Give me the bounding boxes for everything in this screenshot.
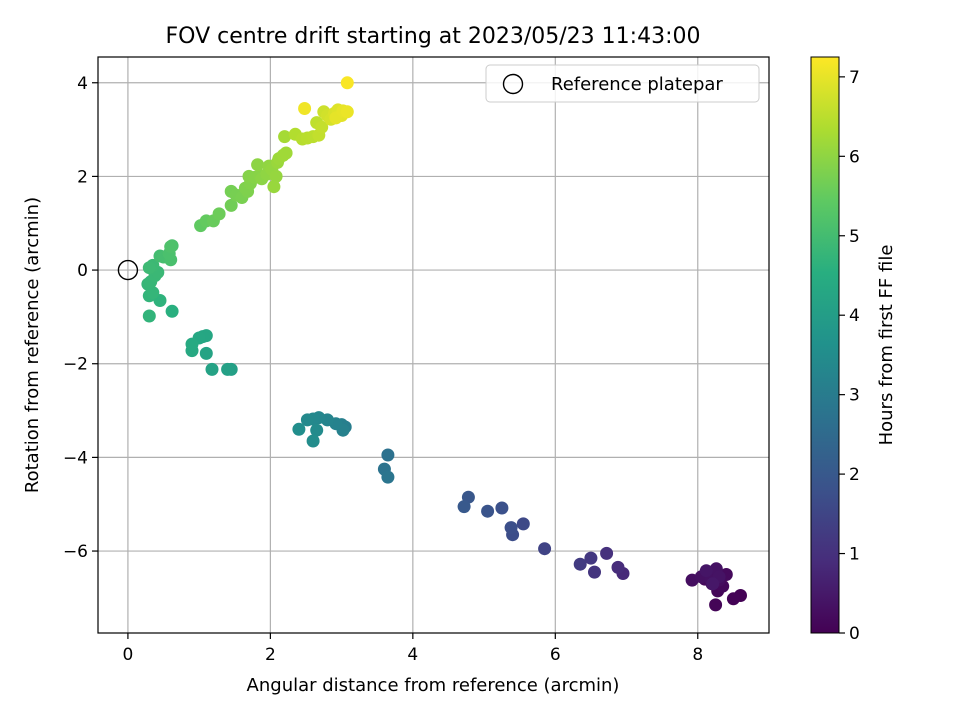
data-point	[611, 560, 625, 574]
x-tick-label: 8	[692, 645, 703, 665]
data-point	[315, 120, 329, 134]
data-point	[300, 413, 314, 427]
data-point	[212, 207, 226, 221]
data-point	[457, 500, 471, 514]
data-point	[381, 470, 395, 484]
data-point	[267, 180, 281, 194]
data-point	[279, 146, 293, 160]
colorbar-tick-label: 5	[849, 227, 860, 247]
data-point	[340, 105, 354, 119]
colorbar-tick-label: 7	[849, 68, 860, 88]
colorbar-label: Hours from first FF file	[876, 245, 897, 446]
data-point	[165, 304, 179, 318]
plot-frame	[97, 56, 770, 634]
data-points	[141, 76, 747, 612]
x-tick-label: 6	[550, 645, 561, 665]
reference-platepar-marker	[117, 259, 139, 281]
data-point	[706, 577, 720, 591]
data-point	[306, 434, 320, 448]
y-tick-label: −4	[63, 448, 88, 468]
data-point	[516, 517, 530, 531]
data-point	[709, 598, 723, 612]
x-tick-label: 4	[407, 645, 418, 665]
data-point	[495, 501, 509, 515]
data-point	[142, 309, 156, 323]
data-point	[538, 542, 552, 556]
x-axis-label: Angular distance from reference (arcmin)	[247, 675, 620, 696]
colorbar-tick-label: 6	[849, 147, 860, 167]
y-tick-label: 2	[77, 167, 88, 187]
data-point	[164, 240, 178, 254]
y-axis-ticks: −6 −4 −2 0 2 4	[63, 74, 98, 562]
y-tick-label: 0	[77, 261, 88, 281]
data-point	[251, 158, 265, 172]
y-tick-label: −6	[63, 542, 88, 562]
data-point	[340, 76, 354, 90]
legend: Reference platepar	[485, 64, 760, 103]
grid-lines	[98, 57, 769, 633]
data-point	[381, 448, 395, 462]
data-point	[278, 130, 292, 144]
data-point	[504, 521, 518, 535]
data-point	[573, 557, 587, 571]
data-point	[292, 422, 306, 436]
colorbar: 0 1 2 3 4 5 6 7 Hours from first FF file	[810, 56, 897, 644]
data-point	[224, 198, 238, 212]
colorbar-tick-label: 3	[849, 386, 860, 406]
x-tick-label: 2	[265, 645, 276, 665]
colorbar-tick-label: 1	[849, 545, 860, 565]
legend-box	[485, 64, 760, 103]
colorbar-tick-label: 0	[849, 624, 860, 644]
x-axis-ticks: 0 2 4 6 8	[123, 633, 703, 665]
data-point	[726, 592, 740, 606]
colorbar-ticks: 0 1 2 3 4 5 6 7	[839, 68, 860, 644]
data-point	[142, 261, 156, 275]
data-point	[600, 546, 614, 560]
data-point	[310, 423, 324, 437]
colorbar-tick-label: 4	[849, 306, 860, 326]
data-point	[199, 346, 213, 360]
data-point	[584, 551, 598, 565]
data-point	[699, 564, 713, 578]
data-point	[221, 362, 235, 376]
chart-title: FOV centre drift starting at 2023/05/23 …	[166, 24, 701, 49]
data-point	[588, 565, 601, 579]
data-point	[481, 504, 495, 518]
legend-marker-reference	[502, 73, 524, 95]
colorbar-gradient	[810, 56, 840, 634]
x-tick-label: 0	[123, 645, 134, 665]
data-point	[185, 337, 199, 351]
y-tick-label: −2	[63, 355, 88, 375]
data-point	[269, 169, 283, 183]
y-tick-label: 4	[77, 74, 88, 94]
legend-label-reference: Reference platepar	[551, 74, 723, 95]
y-axis-label: Rotation from reference (arcmin)	[22, 197, 43, 493]
data-point	[205, 362, 219, 376]
colorbar-tick-label: 2	[849, 465, 860, 485]
data-point	[298, 102, 312, 115]
